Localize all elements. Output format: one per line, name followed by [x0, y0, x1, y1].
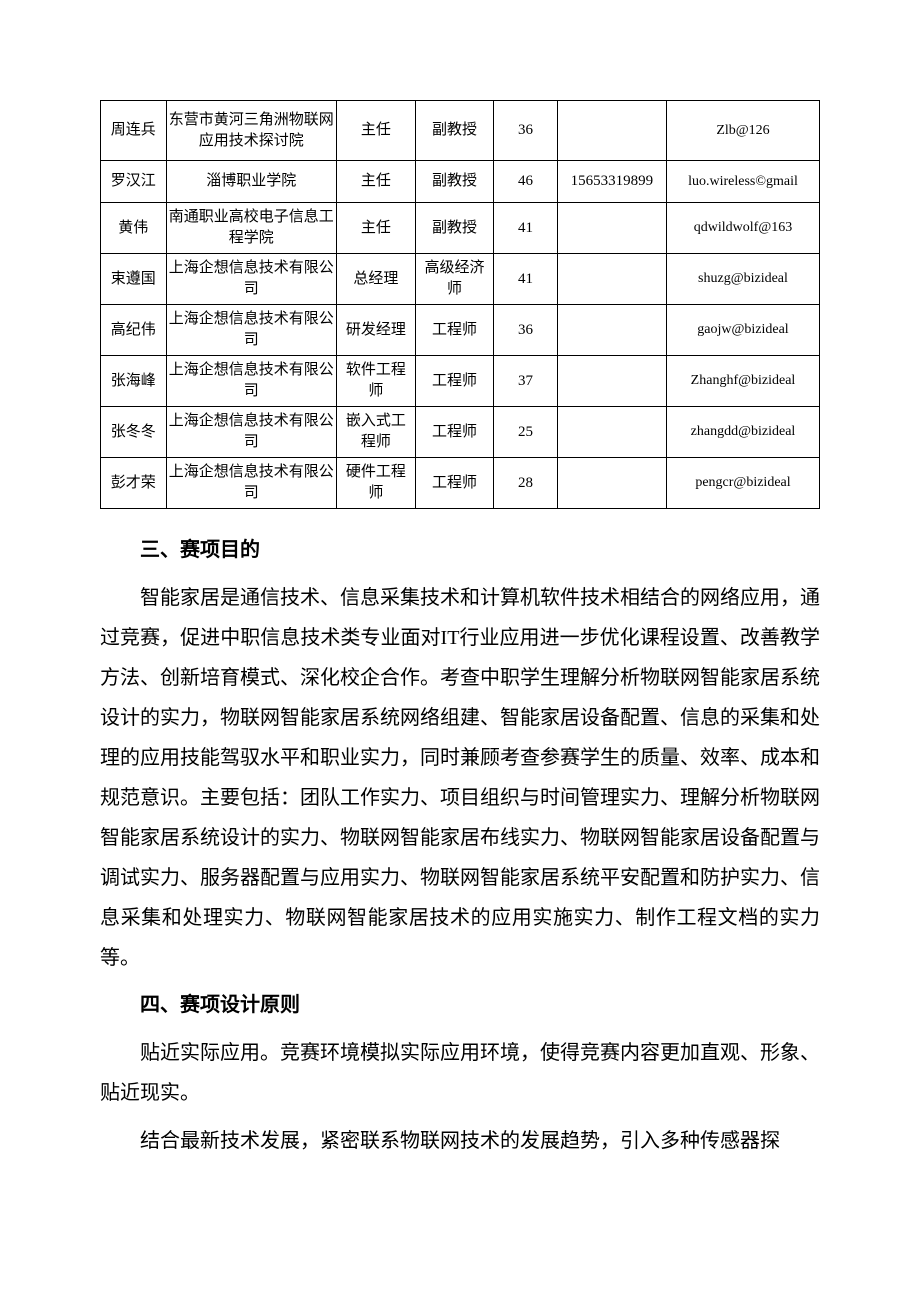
section-4-para-1: 贴近实际应用。竞赛环境模拟实际应用环境，使得竞赛内容更加直观、形象、贴近现实。 [100, 1033, 820, 1113]
cell-name: 彭才荣 [101, 458, 167, 509]
table-row: 周连兵东营市黄河三角洲物联网应用技术探讨院主任副教授36 Zlb@126 [101, 101, 820, 161]
cell-title: 工程师 [415, 458, 494, 509]
cell-age: 28 [494, 458, 557, 509]
cell-title: 工程师 [415, 407, 494, 458]
cell-email: Zhanghf@bizideal [666, 356, 819, 407]
table-row: 高纪伟上海企想信息技术有限公司研发经理工程师36 gaojw@bizideal [101, 305, 820, 356]
cell-phone [557, 356, 666, 407]
cell-org: 上海企想信息技术有限公司 [166, 407, 336, 458]
cell-position: 总经理 [337, 254, 416, 305]
cell-age: 25 [494, 407, 557, 458]
cell-org: 上海企想信息技术有限公司 [166, 458, 336, 509]
table-row: 罗汉江淄博职业学院主任副教授4615653319899luo.wireless©… [101, 161, 820, 203]
cell-name: 张海峰 [101, 356, 167, 407]
cell-phone: 15653319899 [557, 161, 666, 203]
cell-position: 主任 [337, 203, 416, 254]
cell-position: 硬件工程师 [337, 458, 416, 509]
cell-age: 36 [494, 305, 557, 356]
cell-age: 41 [494, 203, 557, 254]
cell-title: 工程师 [415, 305, 494, 356]
section-4-heading: 四、赛项设计原则 [100, 988, 820, 1017]
cell-email: zhangdd@bizideal [666, 407, 819, 458]
cell-name: 罗汉江 [101, 161, 167, 203]
cell-org: 东营市黄河三角洲物联网应用技术探讨院 [166, 101, 336, 161]
cell-phone [557, 101, 666, 161]
cell-title: 高级经济师 [415, 254, 494, 305]
cell-name: 高纪伟 [101, 305, 167, 356]
cell-name: 束遵国 [101, 254, 167, 305]
table-row: 黄伟南通职业高校电子信息工程学院主任副教授41 qdwildwolf@163 [101, 203, 820, 254]
cell-age: 46 [494, 161, 557, 203]
cell-position: 主任 [337, 101, 416, 161]
cell-email: gaojw@bizideal [666, 305, 819, 356]
cell-phone [557, 407, 666, 458]
cell-email: shuzg@bizideal [666, 254, 819, 305]
section-4-para-2: 结合最新技术发展，紧密联系物联网技术的发展趋势，引入多种传感器探 [100, 1121, 820, 1161]
cell-name: 周连兵 [101, 101, 167, 161]
cell-name: 黄伟 [101, 203, 167, 254]
cell-title: 副教授 [415, 101, 494, 161]
cell-age: 41 [494, 254, 557, 305]
cell-email: pengcr@bizideal [666, 458, 819, 509]
cell-title: 副教授 [415, 203, 494, 254]
cell-phone [557, 203, 666, 254]
cell-title: 工程师 [415, 356, 494, 407]
cell-org: 淄博职业学院 [166, 161, 336, 203]
cell-age: 36 [494, 101, 557, 161]
section-3-heading: 三、赛项目的 [100, 533, 820, 562]
cell-org: 上海企想信息技术有限公司 [166, 254, 336, 305]
cell-phone [557, 305, 666, 356]
cell-phone [557, 254, 666, 305]
personnel-table: 周连兵东营市黄河三角洲物联网应用技术探讨院主任副教授36Zlb@126罗汉江淄博… [100, 100, 820, 509]
cell-position: 研发经理 [337, 305, 416, 356]
cell-org: 上海企想信息技术有限公司 [166, 305, 336, 356]
cell-org: 上海企想信息技术有限公司 [166, 356, 336, 407]
table-row: 张冬冬上海企想信息技术有限公司嵌入式工程师工程师25 zhangdd@bizide… [101, 407, 820, 458]
cell-position: 嵌入式工程师 [337, 407, 416, 458]
cell-age: 37 [494, 356, 557, 407]
cell-email: luo.wireless©gmail [666, 161, 819, 203]
cell-phone [557, 458, 666, 509]
cell-email: qdwildwolf@163 [666, 203, 819, 254]
cell-email: Zlb@126 [666, 101, 819, 161]
section-3-para-1: 智能家居是通信技术、信息采集技术和计算机软件技术相结合的网络应用，通过竞赛，促进… [100, 578, 820, 978]
table-row: 束遵国上海企想信息技术有限公司总经理高级经济师41 shuzg@bizideal [101, 254, 820, 305]
table-row: 张海峰上海企想信息技术有限公司软件工程师工程师37 Zhanghf@bizidea… [101, 356, 820, 407]
cell-title: 副教授 [415, 161, 494, 203]
cell-position: 软件工程师 [337, 356, 416, 407]
table-row: 彭才荣上海企想信息技术有限公司硬件工程师工程师28 pengcr@bizideal [101, 458, 820, 509]
cell-name: 张冬冬 [101, 407, 167, 458]
cell-org: 南通职业高校电子信息工程学院 [166, 203, 336, 254]
cell-position: 主任 [337, 161, 416, 203]
